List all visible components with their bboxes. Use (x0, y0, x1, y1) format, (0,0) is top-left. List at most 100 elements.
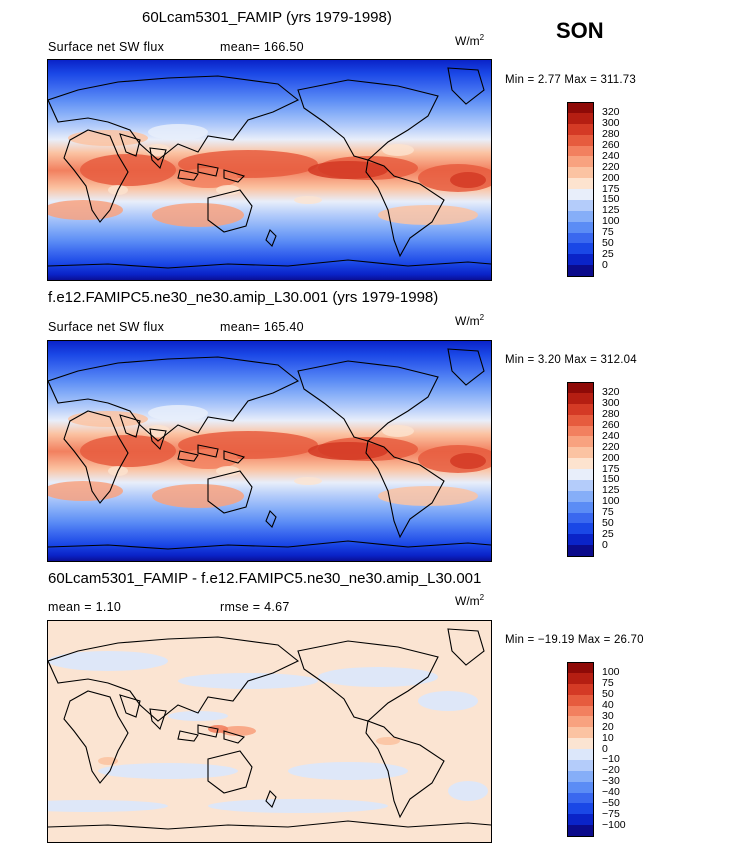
panel-3-colorbar-label: −100 (602, 818, 626, 831)
panel-2-colorbar-swatch (567, 436, 594, 448)
panel-1-colorbar-label: 150 (602, 193, 620, 206)
panel-3-colorbar-label: 0 (602, 742, 608, 755)
panel-1-colorbar-label: 25 (602, 247, 614, 260)
panel-2-colorbar-swatch (567, 403, 594, 416)
panel-2-units: W/m2 (455, 313, 484, 328)
panel-3-rmse-label: rmse = 4.67 (220, 600, 290, 614)
panel-2-colorbar-label: 0 (602, 538, 608, 551)
panel-1-colorbar-label: 300 (602, 117, 620, 130)
panel-2-colorbar-label: 300 (602, 397, 620, 410)
map-field (48, 621, 491, 842)
panel-3-minmax: Min = −19.19 Max = 26.70 (505, 634, 644, 646)
map-field (48, 60, 491, 280)
panel-1-colorbar-swatch (567, 221, 594, 233)
panel-1-colorbar-label: 175 (602, 182, 620, 195)
panel-3-colorbar-swatch (567, 814, 594, 826)
panel-3-colorbar-swatch (567, 792, 594, 804)
panel-1-colorbar-label: 100 (602, 215, 620, 228)
panel-2-colorbar-swatch (567, 458, 594, 470)
panel-3-colorbar-swatch (567, 770, 594, 783)
panel-2-colorbar-label: 260 (602, 419, 620, 431)
panel-2-colorbar-swatch (567, 392, 594, 405)
panel-2-colorbar: 320 300 280 260 240 220 200 175 150 125 100 75 50 25 0 (567, 382, 637, 557)
panel-1-colorbar-swatch (567, 210, 594, 223)
season-label: SON (556, 18, 604, 43)
panel-2-colorbar-swatch (567, 469, 594, 481)
panel-1-units-sup: 2 (479, 33, 485, 42)
panel-3-units-sup: 2 (479, 593, 485, 602)
panel-2-colorbar-swatch (567, 414, 594, 426)
panel-3-colorbar-label: 100 (602, 666, 620, 679)
panel-3-colorbar-label: −40 (602, 786, 620, 798)
panel-3-units: W/m2 (455, 593, 484, 608)
panel-1-colorbar-swatch (567, 102, 594, 114)
panel-1-colorbar-label: 280 (602, 128, 620, 141)
panel-2-colorbar-swatch (567, 490, 594, 503)
panel-2-mean-label: mean= 165.40 (220, 320, 304, 334)
panel-3-colorbar-swatch (567, 672, 594, 685)
panel-1-colorbar-label: 220 (602, 160, 620, 173)
panel-3-colorbar-swatch (567, 705, 594, 717)
panel-1-minmax: Min = 2.77 Max = 311.73 (505, 74, 636, 86)
panel-1-colorbar-label: 75 (602, 226, 614, 238)
panel-3-colorbar-swatch (567, 781, 594, 793)
panel-3-colorbar-label: 30 (602, 709, 614, 722)
panel-1-colorbar-swatch (567, 123, 594, 136)
panel-3-colorbar-label: 10 (602, 731, 614, 744)
panel-1-colorbar-label: 240 (602, 149, 620, 162)
panel-2-colorbar-label: 100 (602, 495, 620, 508)
panel-2-colorbar-swatch (567, 512, 594, 524)
panel-1-colorbar-swatch (567, 167, 594, 179)
panel-1-colorbar-swatch (567, 134, 594, 146)
panel-3-units-base: W/m (455, 594, 480, 608)
panel-3-colorbar-swatch (567, 738, 594, 750)
panel-3-colorbar-swatch (567, 759, 594, 772)
panel-1-colorbar-swatch (567, 232, 594, 244)
panel-2-map (47, 340, 492, 562)
panel-1-map (47, 59, 492, 281)
panel-3-colorbar-label: −10 (602, 753, 620, 766)
panel-3-colorbar: 100 75 50 40 30 20 10 0 −10 −20 −30 −40 −50 −75 −100 (567, 662, 637, 837)
panel-2-colorbar-label: 150 (602, 473, 620, 486)
panel-1-colorbar: 320 300 280 260 240 220 200 175 150 125 100 75 50 25 0 (567, 102, 637, 277)
panel-3-colorbar-swatch (567, 825, 594, 837)
panel-1-colorbar-swatch (567, 178, 594, 190)
panel-1-colorbar-swatch (567, 145, 594, 157)
panel-1-colorbar-label: 50 (602, 236, 614, 249)
panel-3-colorbar-label: −75 (602, 807, 620, 820)
panel-3-colorbar-swatch (567, 803, 594, 815)
panel-3-colorbar-swatch (567, 662, 594, 674)
panel-1-units-base: W/m (455, 34, 480, 48)
panel-3-colorbar-label: 40 (602, 699, 614, 711)
panel-1-colorbar-swatch (567, 189, 594, 201)
panel-1-colorbar-swatch (567, 243, 594, 255)
panel-1-colorbar-swatch (567, 156, 594, 168)
panel-3-colorbar-label: −20 (602, 764, 620, 777)
panel-3-colorbar-label: 50 (602, 688, 614, 701)
panel-1-mean-label: mean= 166.50 (220, 40, 304, 54)
panel-1-colorbar-swatch (567, 265, 594, 277)
panel-3-colorbar-label: −50 (602, 796, 620, 809)
panel-3-colorbar-swatch (567, 727, 594, 739)
panel-2-units-base: W/m (455, 314, 480, 328)
panel-2-colorbar-swatch (567, 534, 594, 546)
panel-2-colorbar-swatch (567, 501, 594, 513)
panel-3-colorbar-swatch (567, 683, 594, 696)
panel-2-colorbar-label: 50 (602, 516, 614, 529)
panel-3-mean-label: mean = 1.10 (48, 600, 122, 614)
panel-2-colorbar-label: 125 (602, 484, 620, 497)
panel-1-title: 60Lcam5301_FAMIP (yrs 1979-1998) (142, 9, 392, 26)
panel-1-colorbar-label: 320 (602, 106, 620, 119)
panel-3-colorbar-label: 20 (602, 720, 614, 733)
panel-2-units-sup: 2 (479, 313, 485, 322)
panel-2-colorbar-swatch (567, 447, 594, 459)
panel-3-colorbar-label: 75 (602, 677, 614, 690)
panel-2-colorbar-label: 175 (602, 462, 620, 475)
panel-3-colorbar-swatch (567, 749, 594, 761)
panel-1-variable-label: Surface net SW flux (48, 40, 165, 54)
panel-2-colorbar-swatch (567, 425, 594, 437)
panel-2-colorbar-swatch (567, 523, 594, 535)
panel-2-title: f.e12.FAMIPC5.ne30_ne30.amip_L30.001 (yr… (48, 289, 439, 306)
panel-2-colorbar-label: 280 (602, 408, 620, 421)
panel-2-colorbar-swatch (567, 382, 594, 394)
